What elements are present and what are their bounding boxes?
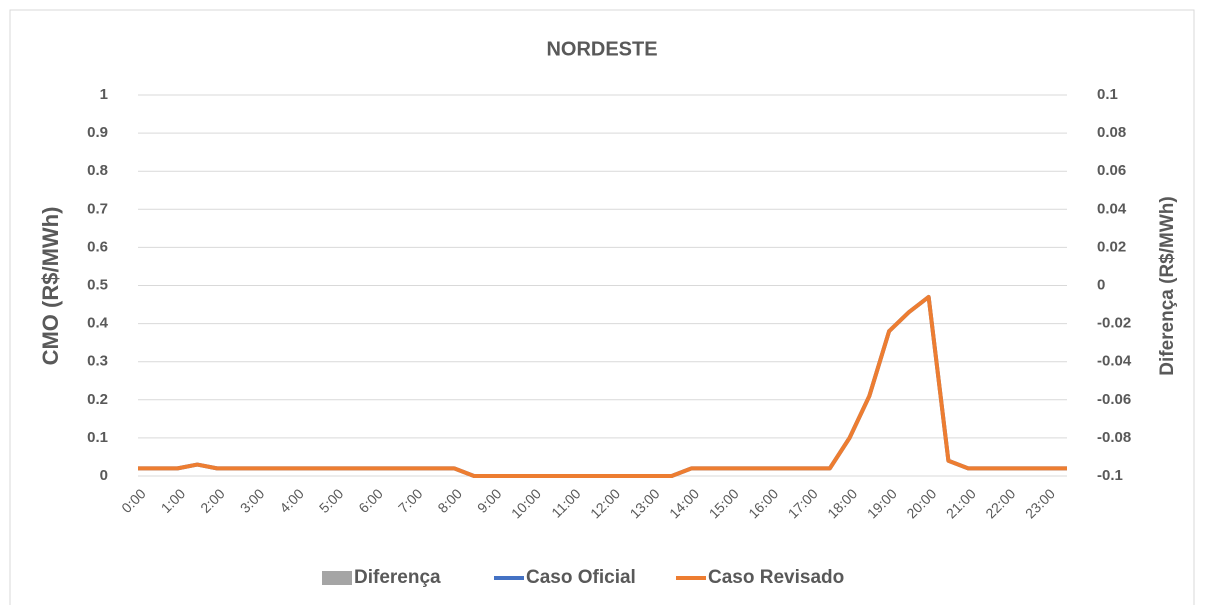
x-tick-label: 19:00	[864, 485, 900, 521]
x-tick-label: 14:00	[666, 485, 702, 521]
y2-tick-label: 0.08	[1097, 124, 1126, 141]
x-tick-label: 15:00	[706, 485, 742, 521]
y2-tick-label: -0.04	[1097, 353, 1132, 370]
legend-label: Diferença	[354, 567, 441, 588]
x-tick-label: 12:00	[587, 485, 623, 521]
x-tick-label: 1:00	[158, 485, 189, 516]
y2-tick-label: 0.06	[1097, 162, 1126, 179]
x-tick-label: 8:00	[434, 485, 465, 516]
y2-tick-label: -0.08	[1097, 429, 1131, 446]
y-tick-label: 0.7	[87, 200, 108, 217]
x-tick-label: 22:00	[982, 485, 1018, 521]
x-tick-label: 4:00	[276, 485, 307, 516]
x-tick-label: 6:00	[355, 485, 386, 516]
y-tick-label: 0.4	[87, 315, 109, 332]
y-tick-label: 0.6	[87, 238, 108, 255]
y2-tick-label: 0	[1097, 276, 1105, 293]
y2-tick-label: -0.06	[1097, 391, 1131, 408]
x-tick-label: 21:00	[943, 485, 979, 521]
y2-tick-label: 0.04	[1097, 200, 1127, 217]
y2-tick-label: -0.02	[1097, 315, 1131, 332]
legend-label: Caso Revisado	[708, 567, 844, 588]
x-tick-label: 18:00	[824, 485, 860, 521]
y2-tick-label: -0.1	[1097, 467, 1123, 484]
chart-title: NORDESTE	[546, 38, 657, 60]
x-tick-label: 20:00	[903, 485, 939, 521]
x-tick-label: 17:00	[785, 485, 821, 521]
x-tick-label: 16:00	[745, 485, 781, 521]
x-tick-label: 7:00	[395, 485, 426, 516]
x-tick-label: 11:00	[548, 485, 584, 521]
y-tick-label: 0.8	[87, 162, 108, 179]
x-tick-label: 13:00	[627, 485, 663, 521]
legend-swatch	[322, 571, 352, 585]
x-tick-label: 9:00	[474, 485, 505, 516]
x-tick-label: 3:00	[237, 485, 268, 516]
x-tick-label: 2:00	[197, 485, 228, 516]
y2-tick-label: 0.02	[1097, 238, 1126, 255]
x-tick-label: 5:00	[316, 485, 347, 516]
y-tick-label: 0.1	[87, 429, 108, 446]
y-tick-label: 0.5	[87, 276, 108, 293]
y-tick-label: 0	[100, 467, 108, 484]
y2-axis-label: Diferença (R$/MWh)	[1157, 196, 1178, 375]
y-tick-label: 0.3	[87, 353, 108, 370]
x-tick-label: 10:00	[508, 485, 544, 521]
y-tick-label: 1	[100, 86, 108, 103]
y-axis-label: CMO (R$/MWh)	[38, 207, 63, 366]
x-tick-label: 23:00	[1022, 485, 1058, 521]
chart-border	[9, 9, 1195, 605]
line	[138, 294, 1067, 478]
y-tick-label: 0.9	[87, 124, 108, 141]
legend-label: Caso Oficial	[526, 567, 636, 588]
y-tick-label: 0.2	[87, 391, 108, 408]
x-tick-label: 0:00	[118, 485, 149, 516]
y2-tick-label: 0.1	[1097, 86, 1118, 103]
